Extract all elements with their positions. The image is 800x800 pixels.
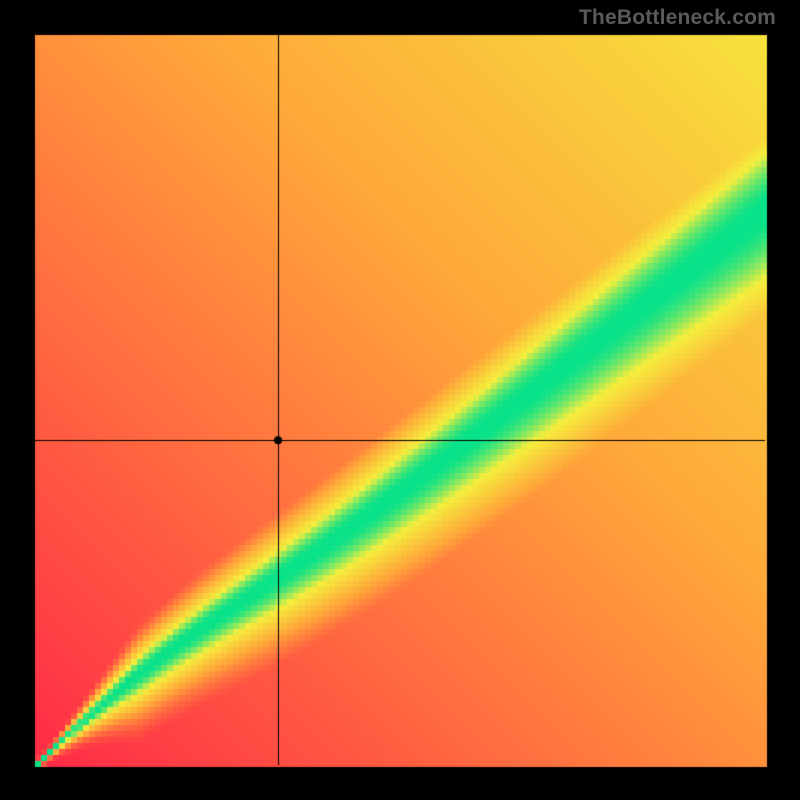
watermark-text: TheBottleneck.com bbox=[579, 6, 776, 30]
heatmap-canvas bbox=[0, 0, 800, 800]
chart-container: TheBottleneck.com bbox=[0, 0, 800, 800]
